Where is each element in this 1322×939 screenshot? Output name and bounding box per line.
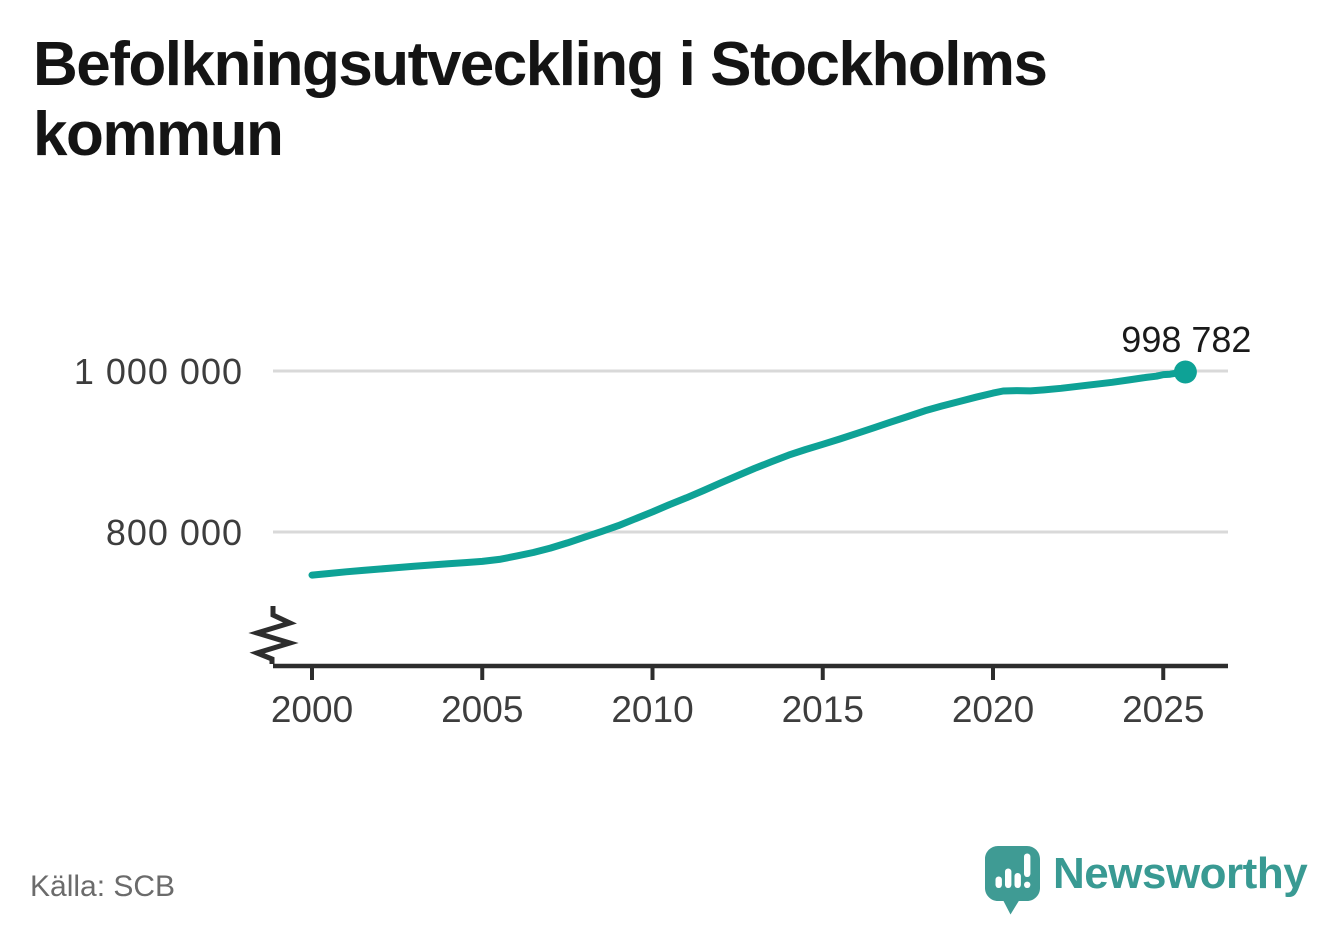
end-point-marker — [1173, 360, 1197, 384]
axis-break-icon — [248, 606, 299, 664]
chart-title: Befolkningsutveckling i Stockholms kommu… — [33, 30, 1048, 170]
x-axis-tick-label: 2000 — [271, 689, 353, 730]
end-value-label: 998 782 — [1121, 319, 1251, 360]
x-axis-tick-label: 2010 — [611, 689, 693, 730]
brand-wordmark: Newsworthy — [1053, 849, 1308, 898]
source-note: Källa: SCB — [30, 870, 176, 903]
newsworthy-speech-bubble-chart-icon — [985, 846, 1040, 915]
exclamation-bar — [1024, 853, 1031, 877]
x-axis-tick-label: 2025 — [1122, 689, 1204, 730]
x-axis-tick-label: 2005 — [441, 689, 523, 730]
bar-1 — [995, 876, 1002, 888]
bar-3 — [1014, 873, 1021, 888]
bar-2 — [1005, 868, 1012, 888]
speech-bubble-shape — [985, 846, 1040, 915]
x-axis-tick-label: 2020 — [952, 689, 1034, 730]
x-axis-tick-label: 2015 — [782, 689, 864, 730]
y-axis-tick-label: 800 000 — [106, 512, 243, 553]
y-axis-tick-label: 1 000 000 — [74, 351, 243, 392]
exclamation-dot — [1024, 881, 1031, 888]
newsworthy-brand: Newsworthy — [984, 845, 1308, 915]
population-line — [308, 368, 1189, 579]
